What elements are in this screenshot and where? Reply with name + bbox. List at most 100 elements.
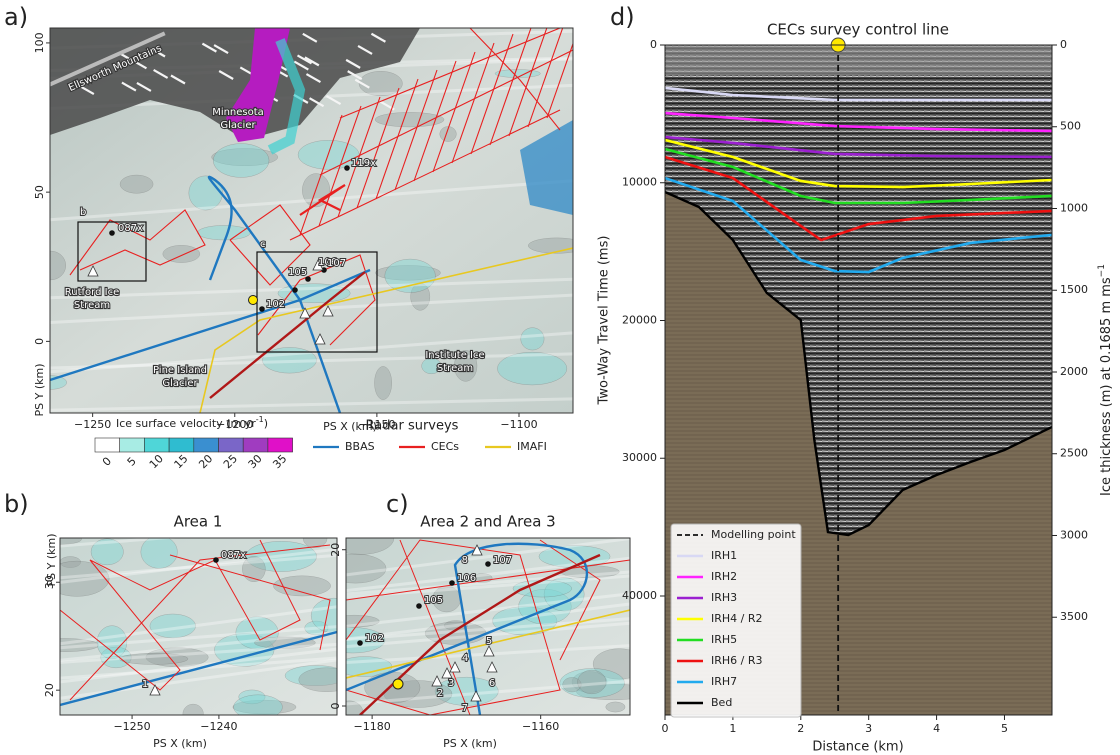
snow-ridge	[293, 60, 309, 71]
colorbar-tick-label: 20	[196, 452, 215, 471]
shading-streak	[50, 277, 573, 300]
horizon-line	[664, 176, 1053, 274]
cecs-line	[69, 544, 331, 701]
cecs-line	[413, 60, 457, 182]
horizon-line	[664, 155, 1053, 242]
bbas-line	[60, 630, 337, 707]
colorbar-title-end: )	[264, 417, 268, 430]
ice-flow-patch	[374, 112, 445, 128]
colorbar-tick-label: 10	[147, 452, 166, 471]
colorbar-tick-label: 25	[221, 452, 240, 471]
cecs-line	[69, 209, 206, 276]
x-axis-title: PS X (km)	[323, 420, 377, 433]
colorbar-swatch	[168, 437, 195, 453]
shading-streak	[346, 679, 630, 706]
site-marker	[431, 675, 443, 687]
map-border	[59, 537, 338, 716]
site-marker	[299, 307, 311, 319]
ice-flow-patch	[238, 689, 266, 705]
cecs-line	[346, 559, 630, 601]
snow-ridge	[370, 32, 386, 43]
ice-flow-patch	[592, 648, 630, 680]
cecs-line	[257, 254, 376, 346]
y2-axis-title: Ice thickness (m) at 0.1685 m ms−1	[1097, 264, 1114, 496]
cecs-line	[356, 87, 400, 209]
radargram-top	[665, 45, 1052, 75]
point-label: 107	[493, 555, 512, 566]
y-tick-label: 40000	[622, 589, 657, 602]
point-label: 6	[489, 678, 495, 689]
cecs-line	[394, 69, 438, 191]
fast-ice	[267, 38, 306, 155]
ice-flow-patch	[273, 575, 331, 597]
survey-point	[449, 580, 455, 586]
point-label: 119x	[351, 158, 376, 169]
ice-flow-patch	[374, 366, 392, 400]
survey-point	[357, 640, 363, 646]
y-tick-label: 20	[43, 683, 56, 697]
panel-title: Area 2 and Area 3	[420, 513, 555, 531]
legend-label: Bed	[711, 696, 732, 709]
legend-label: IMAFI	[517, 440, 547, 453]
snow-ridge	[150, 47, 166, 58]
survey-point	[485, 561, 491, 567]
survey-point	[213, 557, 219, 563]
ice-flow-patch	[439, 126, 457, 142]
ice-flow-patch	[520, 327, 545, 351]
ice-flow-patch	[119, 653, 189, 665]
y-axis-title: PS Y (km)	[45, 534, 58, 587]
ice-flow-patch	[50, 250, 66, 281]
imafi-line	[346, 609, 630, 679]
panel-label: b)	[4, 490, 29, 518]
horizon-line	[664, 86, 1052, 102]
legend-label: IRH3	[711, 591, 737, 604]
point-label: 107	[327, 258, 346, 269]
shading-streak	[60, 547, 337, 584]
x-tick-label: 2	[797, 722, 804, 735]
bbas-line	[346, 542, 589, 715]
x-tick-label: −1180	[354, 720, 391, 733]
colorbar-swatch	[119, 437, 145, 453]
bed-line	[664, 190, 1053, 537]
ice-flow-patch	[346, 553, 387, 584]
cecs-line	[60, 539, 301, 691]
area-box	[77, 221, 147, 282]
panel-label: a)	[4, 3, 28, 31]
point-label: 8	[462, 555, 468, 566]
cecs-line	[375, 78, 419, 200]
plot-border	[664, 44, 1053, 716]
cecs-line	[337, 96, 381, 218]
snow-ridge	[305, 73, 321, 84]
y2-tick-label: 500	[1060, 120, 1081, 133]
legend-label: IRH2	[711, 570, 737, 583]
place-label: Glacier	[220, 120, 256, 131]
snow-ridge	[79, 85, 95, 96]
ice-flow-patch	[346, 700, 364, 715]
survey-point	[305, 276, 311, 282]
ice-flow-patch	[233, 694, 283, 715]
ice-flow-patch	[562, 677, 582, 693]
x-tick-label: −1240	[200, 720, 237, 733]
y2-tick-label: 1500	[1060, 283, 1088, 296]
site-marker	[471, 544, 483, 556]
x-axis-title: PS X (km)	[443, 737, 497, 750]
cecs-line	[539, 539, 601, 661]
shading-streak	[60, 538, 183, 548]
ice-flow-patch	[140, 538, 178, 569]
site-marker	[449, 661, 461, 673]
snow-ridge	[121, 81, 137, 92]
y-tick-label: 100	[33, 32, 46, 53]
y-axis-title: Two-Way Travel Time (ms)	[597, 236, 612, 406]
y-tick-label: 30000	[622, 451, 657, 464]
panel-title: Area 1	[174, 513, 223, 531]
mountains	[50, 28, 420, 140]
survey-point	[416, 603, 422, 609]
x-tick-label: −1250	[74, 418, 111, 431]
box-label: b	[80, 207, 86, 218]
colorbar-swatch	[144, 437, 170, 453]
ice-flow-patch	[213, 143, 270, 178]
shading-streak	[60, 647, 337, 684]
ice-flow-patch	[358, 71, 403, 97]
ice-flow-patch	[298, 667, 337, 692]
